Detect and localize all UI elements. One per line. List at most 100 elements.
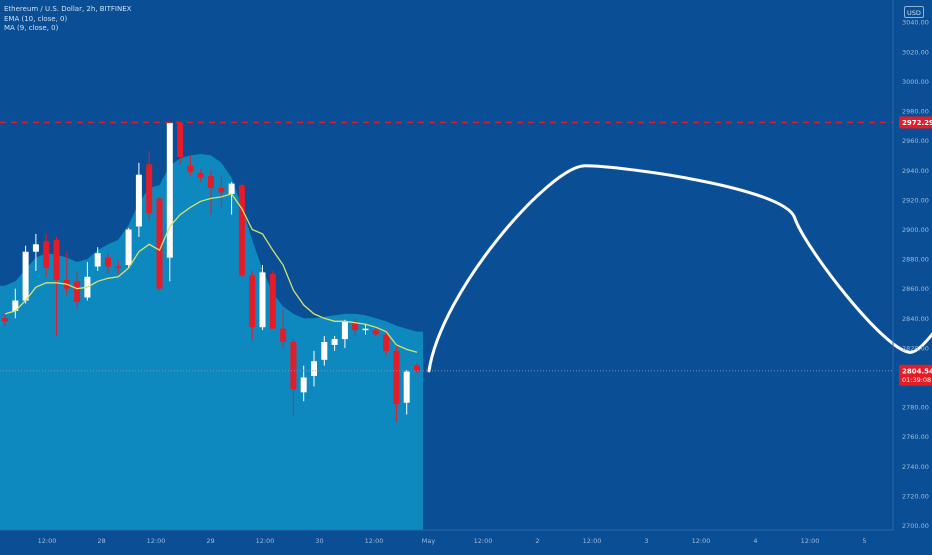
candle bbox=[53, 236, 60, 337]
candle bbox=[321, 336, 328, 366]
price-tick-label: 3040.00 bbox=[902, 19, 929, 27]
legend-ma[interactable]: MA (9, close, 0) bbox=[4, 24, 59, 32]
candle-body bbox=[300, 377, 307, 393]
candle-body bbox=[341, 321, 348, 340]
price-tick-label: 2840.00 bbox=[902, 315, 929, 323]
candle-body bbox=[372, 330, 379, 335]
target-price-tag-bg bbox=[899, 116, 932, 129]
time-tick-label: 3 bbox=[644, 537, 648, 545]
candle bbox=[403, 370, 410, 415]
candle bbox=[352, 318, 359, 337]
time-tick-label: 12:00 bbox=[147, 537, 166, 545]
candle-body bbox=[249, 275, 256, 328]
price-tick-label: 2940.00 bbox=[902, 167, 929, 175]
candle-body bbox=[74, 281, 81, 302]
candle bbox=[22, 245, 29, 304]
legend-symbol[interactable]: Ethereum / U.S. Dollar, 2h, BITFINEX bbox=[4, 5, 132, 13]
candle-body bbox=[105, 257, 111, 267]
candle bbox=[187, 155, 194, 177]
candle-body bbox=[43, 241, 50, 268]
candle bbox=[2, 312, 8, 326]
time-tick-label: 4 bbox=[753, 537, 757, 545]
time-tick-label: 2 bbox=[535, 537, 539, 545]
price-tick-label: 3020.00 bbox=[902, 48, 929, 56]
ma-band-area bbox=[0, 154, 423, 530]
candle-body bbox=[94, 253, 101, 267]
time-tick-label: 30 bbox=[315, 537, 323, 545]
time-tick-label: 12:00 bbox=[365, 537, 384, 545]
candle bbox=[280, 309, 287, 348]
candle-body bbox=[280, 328, 287, 342]
candle bbox=[197, 168, 204, 183]
candle bbox=[249, 270, 256, 340]
candle-body bbox=[383, 334, 390, 351]
time-tick-label: 12:00 bbox=[474, 537, 493, 545]
projection-curve bbox=[427, 164, 932, 373]
candle bbox=[94, 247, 101, 271]
candle-body bbox=[125, 229, 132, 265]
candle-body bbox=[228, 183, 235, 194]
ema-line bbox=[4, 193, 418, 353]
time-tick-label: 28 bbox=[97, 537, 105, 545]
candle-body bbox=[146, 164, 153, 214]
candle-body bbox=[238, 185, 245, 276]
last-price-tag-bg bbox=[899, 364, 932, 386]
candle-body bbox=[156, 198, 163, 289]
price-tick-label: 2920.00 bbox=[902, 196, 929, 204]
candle bbox=[166, 122, 173, 282]
candle-body bbox=[403, 371, 410, 403]
candle-body bbox=[32, 244, 39, 252]
candle-body bbox=[269, 273, 276, 329]
price-tick-label: 2980.00 bbox=[902, 108, 929, 116]
candle-body bbox=[218, 188, 225, 193]
target-price-tag: 2972.29 bbox=[902, 119, 932, 127]
candle bbox=[43, 233, 50, 277]
countdown-label: 01:39:08 bbox=[902, 376, 931, 384]
candle bbox=[269, 270, 276, 329]
time-tick-label: 12:00 bbox=[256, 537, 275, 545]
price-tick-label: 2760.00 bbox=[902, 433, 929, 441]
time-tick-label: 12:00 bbox=[583, 537, 602, 545]
candle bbox=[341, 319, 348, 348]
candle bbox=[208, 170, 214, 215]
candle-body bbox=[290, 342, 297, 390]
candle bbox=[393, 344, 400, 422]
candle bbox=[135, 162, 142, 237]
candle bbox=[125, 227, 132, 268]
candle-body bbox=[12, 300, 19, 311]
candle-body bbox=[177, 122, 184, 157]
price-tick-label: 2780.00 bbox=[902, 404, 929, 412]
candle-body bbox=[115, 266, 122, 268]
candle-body bbox=[53, 239, 60, 280]
candle bbox=[146, 151, 153, 221]
candle bbox=[32, 233, 39, 271]
time-tick-label: 12:00 bbox=[801, 537, 820, 545]
price-tick-label: 3000.00 bbox=[902, 78, 929, 86]
price-tick-label: 2880.00 bbox=[902, 256, 929, 264]
candle-body bbox=[414, 365, 420, 371]
legend-ema[interactable]: EMA (10, close, 0) bbox=[4, 14, 68, 23]
candle bbox=[290, 339, 297, 417]
candle bbox=[115, 260, 122, 274]
candle bbox=[259, 265, 266, 331]
price-tick-label: 2900.00 bbox=[902, 226, 929, 234]
time-tick-label: May bbox=[422, 537, 436, 545]
chart-legend: Ethereum / U.S. Dollar, 2h, BITFINEX EMA… bbox=[4, 5, 131, 34]
last-price-tag: 2804.54 bbox=[902, 367, 932, 375]
candle-body bbox=[2, 318, 8, 322]
candle bbox=[238, 183, 245, 277]
candle bbox=[156, 196, 163, 291]
candle-body bbox=[321, 342, 328, 360]
candle-body bbox=[166, 122, 173, 258]
candle bbox=[12, 288, 19, 319]
candle-body bbox=[362, 328, 369, 331]
candle-body bbox=[393, 350, 400, 405]
time-tick-label: 29 bbox=[206, 537, 214, 545]
candle-body bbox=[352, 321, 359, 331]
currency-button[interactable]: USD bbox=[904, 6, 924, 18]
candle bbox=[74, 270, 81, 310]
candle-body bbox=[259, 272, 266, 328]
candle-body bbox=[197, 173, 204, 178]
